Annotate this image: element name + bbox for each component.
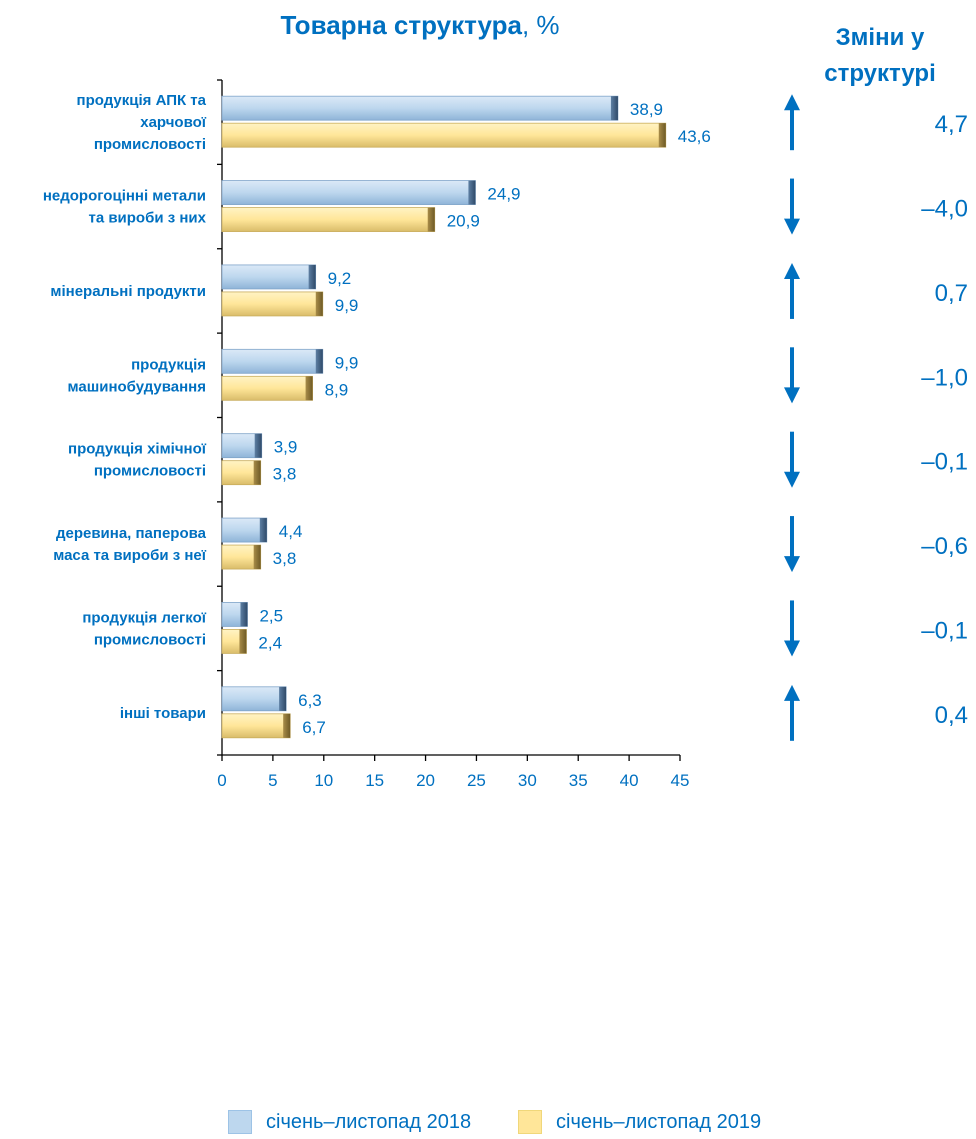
chart-title-unit: , %	[521, 10, 560, 40]
category-label: мінеральні продукти	[50, 283, 206, 300]
bar-2018-cap	[610, 96, 618, 121]
x-tick-label: 15	[365, 771, 384, 790]
legend-label-2018: січень–листопад 2018	[266, 1110, 472, 1133]
data-label-2018: 3,9	[274, 438, 298, 457]
bar-2018-cap	[279, 686, 287, 711]
chart-title-bold: Товарна структура	[280, 10, 522, 40]
arrow-down-icon	[784, 387, 800, 404]
bar-2019	[221, 122, 667, 148]
bar-2019	[221, 375, 313, 401]
arrow-up-icon	[784, 94, 800, 111]
bar-2019-cap	[658, 123, 666, 148]
arrow-up-icon	[784, 684, 800, 701]
bar-2018	[221, 264, 317, 290]
bar-2019	[221, 291, 324, 317]
change-value: 0,7	[935, 280, 968, 307]
change-value: –0,1	[921, 617, 968, 644]
x-tick-label: 5	[268, 771, 277, 790]
bar-2019	[221, 713, 291, 739]
category-label: продукція хімічної	[68, 441, 207, 458]
change-value: –0,6	[921, 533, 968, 560]
changes-title-line1: Зміни у	[835, 24, 925, 51]
arrow-down-icon	[784, 218, 800, 235]
arrow-down-icon	[784, 471, 800, 488]
data-label-2018: 38,9	[630, 100, 663, 119]
bar-2018	[221, 686, 287, 712]
x-tick-label: 0	[217, 771, 226, 790]
data-label-2018: 4,4	[279, 522, 303, 541]
bar-2018	[221, 95, 619, 121]
bar-2018	[221, 180, 476, 205]
bar-2019-cap	[427, 207, 435, 232]
data-label-2019: 6,7	[302, 718, 326, 737]
bar-2018-cap	[259, 518, 267, 543]
category-label: продукція	[131, 356, 206, 373]
data-label-2018: 24,9	[487, 185, 520, 204]
data-label-2019: 8,9	[325, 380, 349, 399]
data-label-2019: 43,6	[678, 127, 711, 146]
category-label: недорогоцінні метали	[43, 188, 206, 205]
chart-title: Товарна структура, %	[180, 10, 660, 41]
arrow-down-icon	[784, 556, 800, 573]
data-label-2018: 2,5	[259, 606, 283, 625]
bar-2018	[221, 348, 324, 374]
data-label-2018: 9,2	[328, 269, 352, 288]
bar-2018-cap	[240, 602, 248, 627]
bar-chart: 0 5 10 15 20 25 30 35 40 45 продукція АПК та харчов…	[43, 79, 968, 790]
arrow-up-icon	[784, 262, 800, 279]
data-label-2019: 20,9	[447, 212, 480, 231]
data-label-2019: 2,4	[258, 633, 282, 652]
bar-2018-cap	[254, 433, 262, 458]
bar-2019-cap	[239, 629, 247, 654]
legend-swatch-2019	[518, 1110, 542, 1134]
x-tick-label: 25	[467, 771, 486, 790]
bar-2019-cap	[315, 291, 323, 316]
change-value: 0,4	[935, 702, 968, 729]
legend-item-2019: січень–листопад 2019	[518, 1110, 761, 1134]
x-tick-label: 35	[569, 771, 588, 790]
data-label-2019: 9,9	[335, 296, 359, 315]
category-label: та вироби з них	[88, 210, 206, 227]
bar-2018-cap	[468, 180, 476, 205]
legend-item-2018: січень–листопад 2018	[228, 1110, 471, 1134]
x-tick-label: 45	[671, 771, 690, 790]
x-tick-label: 10	[314, 771, 333, 790]
bar-2019-cap	[253, 545, 261, 570]
category-label: промисловості	[94, 463, 206, 480]
category-label: промисловості	[94, 136, 206, 153]
bar-2019	[221, 207, 436, 232]
data-label-2019: 3,8	[273, 465, 297, 484]
change-value: –1,0	[921, 364, 968, 391]
category-label: маса та вироби з неї	[53, 547, 207, 564]
legend-swatch-2018	[228, 1110, 252, 1134]
category-label: машинобудування	[67, 378, 206, 395]
x-tick-label: 20	[416, 771, 435, 790]
x-tick-label: 40	[620, 771, 639, 790]
category-label: деревина, паперова	[56, 525, 207, 542]
category-label: промисловості	[94, 631, 206, 648]
change-value: –0,1	[921, 449, 968, 476]
data-label-2019: 3,8	[273, 549, 297, 568]
arrow-down-icon	[784, 640, 800, 657]
change-value: 4,7	[935, 111, 968, 138]
bar-2018-cap	[308, 264, 316, 289]
bar-2019-cap	[305, 376, 313, 401]
bar-2019-cap	[283, 713, 291, 738]
category-label: харчової	[140, 114, 207, 131]
bar-2018	[221, 517, 268, 543]
data-label-2018: 9,9	[335, 353, 359, 372]
legend: січень–листопад 2018 січень–листопад 201…	[228, 1110, 928, 1138]
x-tick-label: 30	[518, 771, 537, 790]
changes-title-line2: структурі	[824, 60, 936, 87]
change-value: –4,0	[921, 196, 968, 223]
bar-2019-cap	[253, 460, 261, 485]
category-label: продукція легкої	[82, 609, 206, 626]
bar-2018-cap	[315, 349, 323, 374]
legend-label-2019: січень–листопад 2019	[556, 1110, 762, 1133]
data-label-2018: 6,3	[298, 691, 322, 710]
category-label: продукція АПК та	[77, 92, 207, 109]
category-label: інші товари	[120, 705, 206, 722]
changes-title: Зміни у структурі	[790, 20, 970, 92]
